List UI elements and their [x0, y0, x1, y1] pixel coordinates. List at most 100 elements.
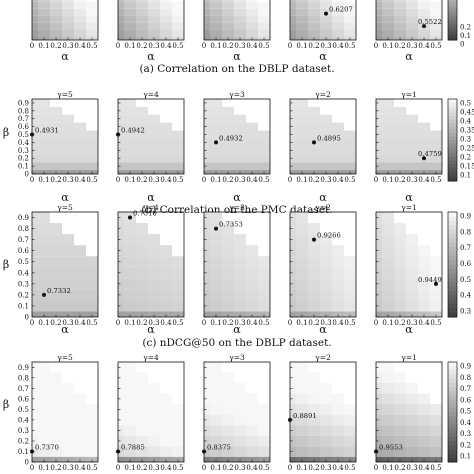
heatmap-cell: [246, 162, 258, 171]
y-axis-label: β: [3, 398, 9, 411]
heatmap-cell: [118, 154, 124, 163]
heatmap-cell: [38, 162, 50, 171]
heatmap-cell: [136, 300, 148, 312]
x-tick-label: 0: [116, 319, 120, 327]
heatmap-cell: [210, 146, 222, 155]
heatmap-cell: [290, 456, 296, 462]
colorbar-band: [448, 212, 457, 217]
heatmap-cell: [32, 114, 38, 123]
heatmap-cell: [406, 425, 418, 436]
heatmap-cell: [160, 146, 172, 155]
x-tick-label: 0.5: [430, 42, 441, 50]
heatmap-cell: [32, 170, 38, 174]
y-tick-label: 0.3: [18, 280, 29, 288]
heatmap-cell: [376, 435, 382, 447]
colorbar-tick-label: 0.3: [460, 308, 471, 316]
heatmap-cell: [258, 414, 270, 426]
heatmap-cell: [38, 435, 50, 447]
heatmap-cell: [344, 146, 356, 155]
colorbar-tick-label: 0.6: [460, 260, 472, 268]
colorbar-band: [448, 449, 457, 455]
heatmap-cell: [136, 289, 148, 301]
heatmap-cell: [38, 256, 50, 268]
colorbar-tick-label: 0.4: [460, 419, 472, 427]
x-axis-label: α: [61, 50, 69, 63]
heatmap-cell: [234, 1, 246, 9]
heatmap-cell: [32, 1, 38, 9]
heatmap-cell: [148, 146, 160, 155]
heatmap-cell: [376, 36, 382, 40]
y-tick-label: 0.4: [18, 416, 30, 424]
heatmap-cell: [124, 130, 136, 139]
heatmap-cell: [308, 114, 320, 123]
heatmap-cell: [32, 99, 38, 107]
heatmap-cell: [136, 154, 148, 163]
heatmap-cell: [204, 212, 210, 224]
heatmap-cell: [258, 300, 270, 312]
heatmap-cell: [406, 29, 418, 37]
heatmap-cell: [50, 372, 62, 384]
heatmap-cell: [418, 425, 430, 436]
heatmap-cell: [296, 154, 308, 163]
heatmap-cell: [382, 106, 394, 115]
heatmap-cell: [258, 146, 270, 155]
panel-frame: [203, 361, 271, 463]
heatmap-cell: [234, 0, 246, 2]
heatmap-cell: [118, 122, 124, 131]
heatmap-cell: [172, 256, 184, 268]
heatmap-cell: [394, 278, 406, 290]
heatmap-cell: [246, 435, 258, 447]
heatmap-cell: [394, 138, 406, 147]
heatmap-cell: [204, 130, 210, 139]
panel-title: γ=3: [229, 90, 245, 99]
heatmap-panel-1-0: 0 0.1 0.2 0.3 0.4 0.500.10.20.30.40.50.60.70.…: [18, 90, 99, 204]
x-tick-label: 0: [116, 464, 120, 472]
x-tick-label: 0.5: [344, 42, 355, 50]
heatmap-cell: [118, 15, 124, 23]
optimum-value-label: 0.9449: [418, 276, 442, 284]
heatmap-cell: [74, 289, 86, 301]
heatmap-cell: [86, 154, 98, 163]
heatmap-cell: [38, 130, 50, 139]
heatmap-cell: [38, 29, 50, 37]
heatmap-cell: [308, 0, 320, 2]
heatmap-cell: [430, 15, 442, 23]
y-tick-label: 0.7: [18, 115, 29, 123]
heatmap-cell: [308, 1, 320, 9]
heatmap-cell: [50, 278, 62, 290]
heatmap-cell: [406, 146, 418, 155]
heatmap-cell: [308, 256, 320, 268]
heatmap-cell: [204, 1, 210, 9]
x-tick-label: 0.2: [394, 464, 405, 472]
heatmap-cell: [204, 22, 210, 30]
heatmap-cell: [406, 15, 418, 23]
heatmap-cell: [124, 256, 136, 268]
x-tick-label: 0.3: [406, 319, 417, 327]
heatmap-cell: [382, 223, 394, 235]
heatmap-cell: [376, 146, 382, 155]
heatmap-cell: [246, 245, 258, 257]
heatmap-cell: [136, 311, 148, 317]
heatmap-cell: [210, 162, 222, 171]
heatmap-cell: [62, 234, 74, 246]
heatmap-cell: [118, 425, 124, 436]
heatmap-cell: [222, 393, 234, 405]
heatmap-cell: [148, 0, 160, 2]
heatmap-cell: [62, 383, 74, 394]
heatmap-cell: [32, 138, 38, 147]
colorbar-band: [448, 399, 457, 405]
heatmap-cell: [296, 130, 308, 139]
x-tick-label: 0.5: [172, 42, 183, 50]
heatmap-cell: [148, 425, 160, 436]
heatmap-panel-1-4: 0 0.1 0.2 0.3 0.4 0.5 γ=1 α: [374, 90, 443, 204]
colorbar-tick-label: 0.1: [460, 453, 471, 461]
heatmap-cell: [210, 8, 222, 16]
heatmap-cell: [290, 15, 296, 23]
heatmap-cell: [160, 22, 172, 30]
heatmap-cell: [430, 435, 442, 447]
heatmap-cell: [204, 36, 210, 40]
colorbar-tick-label: 0.1: [460, 172, 471, 180]
heatmap-cell: [418, 278, 430, 290]
heatmap-cell: [290, 256, 296, 268]
heatmap-cell: [204, 8, 210, 16]
